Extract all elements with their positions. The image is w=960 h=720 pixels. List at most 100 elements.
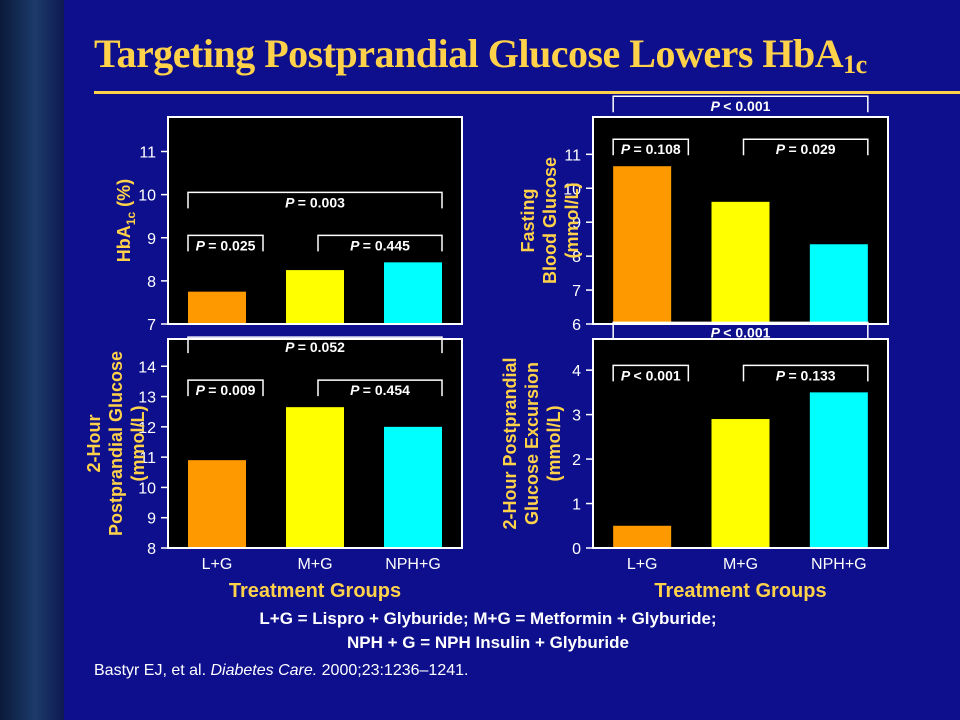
y-axis-title-line: Glucose Excursion: [522, 362, 542, 525]
y-tick-label: 9: [147, 511, 156, 528]
y-axis-title-line: Blood Glucose: [540, 157, 560, 284]
y-tick-label: 2: [572, 452, 581, 469]
p-value-bracket: P = 0.025: [187, 234, 264, 253]
p-value-label: P < 0.001: [621, 367, 681, 383]
group-legend-line-2: NPH + G = NPH Insulin + Glyburide: [347, 633, 629, 652]
p-value-bracket: P = 0.052: [187, 336, 443, 355]
citation: Bastyr EJ, et al. Diabetes Care. 2000;23…: [94, 662, 468, 680]
bar-l-g: [188, 460, 246, 548]
plot-border: [167, 116, 463, 325]
slide-title-subscript: 1c: [843, 50, 867, 79]
group-legend-line-1: L+G = Lispro + Glyburide; M+G = Metformi…: [259, 609, 717, 628]
y-tick-label: 9: [147, 231, 156, 248]
plot-border: [167, 338, 463, 549]
y-axis-title-line: (mmol/L): [544, 406, 564, 482]
title-underline: [94, 91, 960, 94]
citation-journal: Diabetes Care.: [210, 662, 318, 679]
bar-nph-g: [384, 426, 442, 548]
x-tick-label: L+G: [202, 556, 233, 573]
p-value-bracket: P = 0.108: [612, 138, 690, 157]
x-tick-label: NPH+G: [385, 556, 441, 573]
y-axis-title-line: (mmol/L): [562, 183, 582, 259]
x-tick-label: M+G: [723, 556, 758, 573]
p-value-bracket: P = 0.133: [742, 364, 869, 383]
y-tick-label: 10: [563, 181, 581, 198]
x-axis-title: Treatment Groups: [654, 580, 826, 602]
y-tick-label: 13: [138, 390, 156, 407]
bracket-line: [612, 138, 690, 156]
y-tick-label: 3: [572, 408, 581, 425]
bracket-line: [317, 379, 443, 397]
plot-border: [592, 116, 889, 325]
citation-details: 2000;23:1236–1241.: [317, 662, 469, 679]
bracket-line: [187, 234, 264, 252]
citation-authors: Bastyr EJ, et al.: [94, 662, 211, 679]
y-axis-title: Fasting Blood Glucose (mmol/L): [518, 157, 582, 284]
chart-3: 8 9 10 11 12 13 14 L+G M+G NPH+G Treatment Groups 2…: [84, 336, 463, 602]
y-tick-label: 14: [138, 359, 156, 376]
bar-nph-g: [384, 262, 442, 324]
plot-border: [592, 338, 889, 549]
p-value-label: P = 0.009: [196, 382, 256, 398]
bracket-line: [612, 95, 869, 113]
bar-nph-g: [809, 392, 868, 548]
p-value-label: P = 0.133: [776, 367, 836, 383]
y-axis-title: HbA1c (%): [114, 179, 138, 262]
y-tick-label: 10: [138, 188, 156, 205]
p-value-bracket: P < 0.001: [612, 95, 869, 114]
x-axis-title: Treatment Groups: [229, 580, 401, 602]
y-tick-label: 6: [572, 317, 581, 334]
bar-m-g: [286, 270, 344, 324]
p-value-label: P < 0.001: [711, 324, 771, 340]
p-value-label: P = 0.445: [350, 237, 410, 253]
p-value-bracket: P < 0.001: [612, 321, 869, 340]
bar-nph-g: [809, 244, 868, 324]
p-value-bracket: P = 0.445: [317, 234, 443, 253]
slide-title: Targeting Postprandial Glucose Lowers Hb…: [94, 30, 867, 80]
y-tick-label: 11: [139, 145, 156, 162]
bar-m-g: [711, 201, 770, 324]
p-value-bracket: P = 0.029: [742, 138, 869, 157]
bracket-line: [187, 336, 443, 354]
y-tick-label: 1: [572, 497, 581, 514]
y-tick-label: 12: [138, 420, 156, 437]
y-tick-label: 8: [147, 274, 156, 291]
left-decorative-strip: [0, 0, 64, 720]
bracket-line: [612, 321, 869, 339]
bar-l-g: [188, 291, 246, 324]
bracket-line: [742, 138, 869, 156]
bar-l-g: [613, 166, 672, 324]
x-tick-label: L+G: [627, 556, 658, 573]
y-tick-label: 8: [572, 249, 581, 266]
p-value-bracket: P = 0.003: [187, 191, 443, 210]
p-value-bracket: P < 0.001: [612, 364, 690, 383]
bar-l-g: [613, 525, 672, 548]
bracket-line: [187, 379, 264, 397]
y-axis-title-line: Postprandial Glucose: [106, 351, 126, 536]
slide-title-text: Targeting Postprandial Glucose Lowers Hb…: [94, 31, 844, 76]
y-axis-title: 2-Hour Postprandial Glucose Excursion (mmo…: [500, 357, 564, 529]
y-tick-label: 0: [572, 541, 581, 558]
y-tick-label: 7: [147, 317, 156, 334]
bracket-line: [612, 364, 690, 382]
bracket-line: [187, 191, 443, 209]
p-value-label: P = 0.454: [350, 382, 410, 398]
y-axis-title-line: Fasting: [518, 188, 538, 252]
p-value-label: P = 0.108: [621, 141, 681, 157]
bar-m-g: [711, 419, 770, 548]
x-tick-label: M+G: [297, 556, 332, 573]
y-axis-title-line: (mmol/L): [128, 406, 148, 482]
p-value-label: P = 0.029: [776, 141, 836, 157]
y-axis-title: 2-Hour Postprandial Glucose (mmol/L): [84, 351, 148, 536]
y-tick-label: 4: [572, 363, 581, 380]
p-value-label: P = 0.003: [285, 194, 345, 210]
y-tick-label: 9: [572, 215, 581, 232]
p-value-label: P = 0.052: [285, 339, 345, 355]
x-tick-label: NPH+G: [811, 556, 867, 573]
p-value-bracket: P = 0.009: [187, 379, 264, 398]
y-axis-title-line: HbA1c (%): [114, 179, 138, 262]
p-value-label: P < 0.001: [711, 98, 771, 114]
